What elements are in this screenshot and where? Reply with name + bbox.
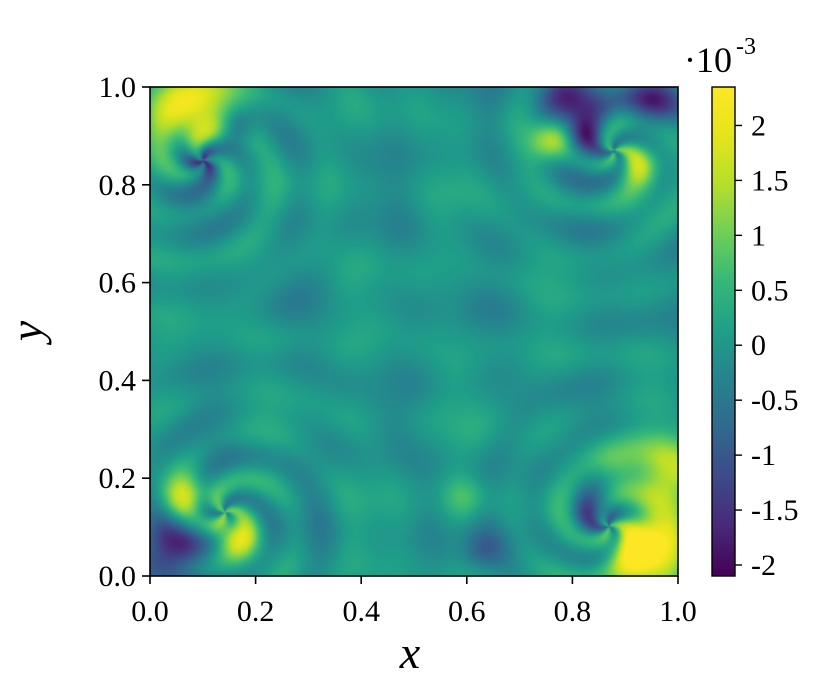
x-axis-label: x	[399, 627, 421, 677]
colorbar-tick-label: 0.5	[751, 274, 789, 307]
colorbar-multiplier-exponent: -3	[736, 34, 756, 60]
colorbar-tick-label: -1.5	[751, 494, 799, 527]
y-tick-label: 0.6	[99, 267, 137, 300]
colorbar-tick-label: -0.5	[751, 384, 799, 417]
heatmap-image	[150, 87, 678, 576]
colorbar-tick-label: 1	[751, 219, 766, 252]
y-tick-label: 0.8	[99, 169, 137, 202]
colorbar-tick-label: 2	[751, 109, 766, 142]
colorbar-tick-label: -2	[751, 549, 776, 582]
heatmap-plot-area	[150, 87, 678, 576]
colorbar-tick-label: 0	[751, 329, 766, 362]
x-tick-label: 1.0	[659, 595, 697, 628]
colorbar-multiplier-base: ·10	[684, 40, 732, 80]
x-tick-label: 0.0	[131, 595, 169, 628]
y-tick-label: 1.0	[99, 71, 137, 104]
y-tick-label: 0.2	[99, 462, 137, 495]
y-tick-label: 0.0	[99, 560, 137, 593]
y-axis-label: y	[1, 320, 52, 345]
x-tick-label: 0.6	[448, 595, 486, 628]
colorbar-multiplier: ·10 -3	[684, 34, 756, 80]
y-tick-label: 0.4	[99, 364, 137, 397]
y-axis: 0.0 0.2 0.4 0.6 0.8 1.0	[99, 71, 150, 593]
x-axis: 0.0 0.2 0.4 0.6 0.8 1.0	[131, 576, 697, 628]
x-tick-label: 0.4	[342, 595, 380, 628]
plot-frame	[149, 86, 679, 577]
colorbar	[711, 86, 736, 577]
colorbar-tick-label: 1.5	[751, 164, 789, 197]
colorbar-axis: 2 1.5 1 0.5 0 -0.5 -1 -1.5 -2	[735, 109, 799, 582]
colorbar-tick-label: -1	[751, 439, 776, 472]
x-tick-label: 0.2	[237, 595, 275, 628]
x-tick-label: 0.8	[554, 595, 592, 628]
